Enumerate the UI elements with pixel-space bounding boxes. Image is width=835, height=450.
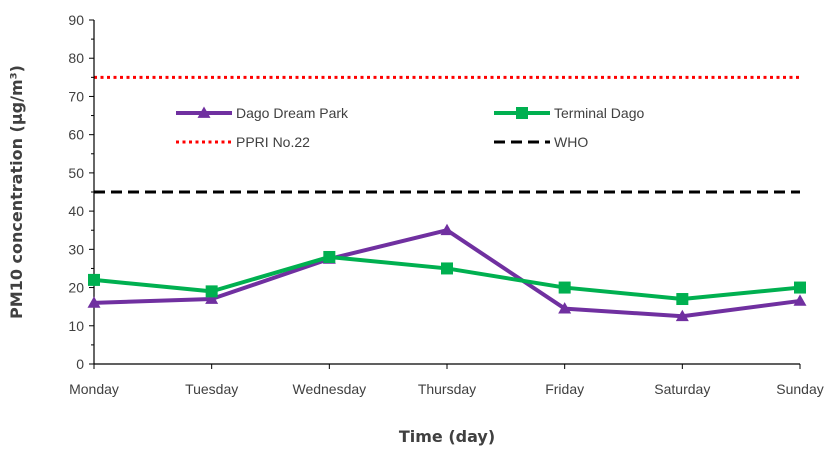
legend-label: Terminal Dago bbox=[554, 105, 644, 121]
x-ticks: Monday Tuesday Wednesday Thursday Friday Satu… bbox=[69, 364, 824, 397]
data-point bbox=[87, 296, 101, 308]
data-point bbox=[205, 285, 218, 298]
x-axis-title: Time (day) bbox=[399, 427, 495, 446]
data-point bbox=[205, 292, 219, 304]
legend-marker bbox=[516, 107, 528, 119]
legend-item-3: PPRI No.22 bbox=[176, 134, 310, 150]
data-point bbox=[88, 273, 100, 286]
x-tick-label: Sunday bbox=[776, 381, 823, 397]
y-ticks: 0 10 20 30 40 50 60 70 80 90 bbox=[68, 12, 94, 372]
data-point bbox=[794, 281, 806, 294]
x-tick-label: Saturday bbox=[654, 381, 710, 397]
legend-item-4: WHO bbox=[494, 134, 588, 150]
legend: Dago Dream Park Terminal Dago PPRI No.22 WH… bbox=[176, 105, 644, 150]
series-2 bbox=[88, 250, 806, 306]
y-tick-label: 30 bbox=[68, 241, 84, 257]
data-point bbox=[440, 223, 454, 236]
data-point bbox=[558, 302, 572, 314]
y-tick-label: 90 bbox=[68, 12, 84, 28]
legend-marker bbox=[197, 106, 211, 118]
y-tick-label: 10 bbox=[68, 318, 84, 334]
x-tick-label: Thursday bbox=[418, 381, 476, 397]
data-point bbox=[676, 293, 689, 306]
data-point bbox=[558, 281, 571, 294]
y-tick-label: 50 bbox=[68, 165, 84, 181]
legend-item-1: Dago Dream Park bbox=[176, 105, 349, 121]
legend-item-2: Terminal Dago bbox=[494, 105, 644, 121]
x-tick-label: Wednesday bbox=[292, 381, 366, 397]
legend-label: WHO bbox=[554, 134, 588, 150]
data-point bbox=[441, 262, 453, 275]
series-group bbox=[87, 223, 807, 322]
x-tick-label: Tuesday bbox=[185, 381, 238, 397]
legend-label: Dago Dream Park bbox=[236, 105, 349, 121]
data-point bbox=[675, 309, 689, 322]
y-tick-label: 40 bbox=[68, 203, 84, 219]
y-tick-label: 60 bbox=[68, 127, 84, 143]
legend-label: PPRI No.22 bbox=[236, 134, 310, 150]
y-tick-label: 70 bbox=[68, 88, 84, 104]
y-tick-label: 0 bbox=[76, 356, 84, 372]
data-point bbox=[793, 294, 807, 306]
y-axis-title: PM10 concentration (µg/m³) bbox=[7, 65, 26, 319]
reference-lines bbox=[94, 75, 800, 194]
x-tick-label: Friday bbox=[545, 381, 584, 397]
x-tick-label: Monday bbox=[69, 381, 119, 397]
data-point bbox=[323, 250, 336, 263]
y-tick-label: 20 bbox=[68, 280, 84, 296]
y-tick-label: 80 bbox=[68, 50, 84, 66]
